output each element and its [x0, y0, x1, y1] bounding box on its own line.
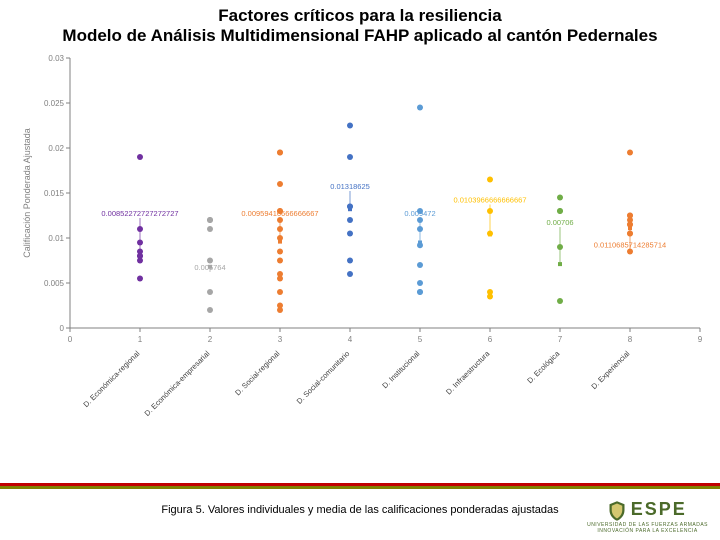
data-point — [347, 154, 353, 160]
espe-logo: ESPE UNIVERSIDAD DE LAS FUERZAS ARMADAS … — [587, 499, 708, 534]
data-point — [137, 258, 143, 264]
data-point — [347, 258, 353, 264]
annotation-label: 0.01318625 — [330, 182, 370, 191]
svg-text:D. Experiencial: D. Experiencial — [589, 349, 631, 391]
svg-text:3: 3 — [278, 335, 283, 344]
annotation-label: 0.006764 — [194, 263, 225, 272]
annotation-label: 0.0103966666666667 — [454, 196, 527, 205]
data-point — [417, 262, 423, 268]
svg-text:0.015: 0.015 — [44, 189, 65, 198]
data-point — [277, 289, 283, 295]
svg-text:6: 6 — [488, 335, 493, 344]
data-point — [277, 271, 283, 277]
data-point — [207, 226, 213, 232]
svg-text:0.02: 0.02 — [48, 144, 64, 153]
svg-text:0.03: 0.03 — [48, 54, 64, 63]
logo-tagline: INNOVACIÓN PARA LA EXCELENCIA — [587, 528, 708, 534]
svg-text:D. Económica-empresarial: D. Económica-empresarial — [143, 349, 212, 418]
data-point — [277, 150, 283, 156]
shield-icon — [608, 500, 626, 522]
svg-text:0: 0 — [68, 335, 73, 344]
data-point — [557, 208, 563, 214]
title-line-1: Factores críticos para la resiliencia — [10, 6, 710, 26]
data-point — [417, 105, 423, 111]
svg-text:D. Institucional: D. Institucional — [380, 349, 421, 390]
svg-text:D. Social-regional: D. Social-regional — [233, 349, 281, 397]
data-point — [207, 307, 213, 313]
data-point — [277, 258, 283, 264]
svg-text:8: 8 — [628, 335, 633, 344]
svg-text:7: 7 — [558, 335, 563, 344]
data-point — [277, 303, 283, 309]
data-point — [487, 177, 493, 183]
annotation-label: 0.00959416666666667 — [241, 209, 318, 218]
svg-text:0: 0 — [60, 324, 65, 333]
data-point — [627, 150, 633, 156]
svg-text:Calificación Ponderada Ajustad: Calificación Ponderada Ajustada — [22, 128, 32, 258]
svg-text:2: 2 — [208, 335, 213, 344]
svg-text:D. Económica-regional: D. Económica-regional — [81, 349, 141, 409]
svg-text:D. Ecológica: D. Ecológica — [525, 348, 562, 385]
footer-bar-olive — [0, 486, 720, 489]
svg-text:0.01: 0.01 — [48, 234, 64, 243]
data-point — [417, 289, 423, 295]
data-point — [207, 217, 213, 223]
svg-text:1: 1 — [138, 335, 143, 344]
svg-text:5: 5 — [418, 335, 423, 344]
annotation-label: 0.00852272727272727 — [101, 209, 178, 218]
data-point — [137, 276, 143, 282]
annotation-label: 0.0110685714285714 — [594, 241, 666, 250]
chart-title: Factores críticos para la resiliencia Mo… — [0, 0, 720, 48]
svg-text:0.025: 0.025 — [44, 99, 65, 108]
data-point — [557, 195, 563, 201]
data-point — [277, 249, 283, 255]
svg-text:4: 4 — [348, 335, 353, 344]
scatter-chart: 0 0.005 0.01 0.015 0.02 0.025 0.03 Calificación… — [10, 48, 710, 448]
data-point — [347, 123, 353, 129]
svg-text:9: 9 — [698, 335, 703, 344]
svg-text:0.005: 0.005 — [44, 279, 65, 288]
annotation-label: 0.009472 — [404, 209, 435, 218]
data-point — [627, 213, 633, 219]
annotation-label: 0.00706 — [546, 218, 573, 227]
data-point — [207, 289, 213, 295]
data-point — [347, 217, 353, 223]
logo-text: ESPE — [631, 499, 687, 520]
footer: Figura 5. Valores individuales y media d… — [0, 480, 720, 540]
data-point — [417, 280, 423, 286]
svg-text:D. Social-comunitario: D. Social-comunitario — [295, 349, 352, 406]
data-point — [347, 271, 353, 277]
data-point — [487, 294, 493, 300]
data-point — [347, 231, 353, 237]
title-line-2: Modelo de Análisis Multidimensional FAHP… — [10, 26, 710, 46]
svg-text:D. Infraestructura: D. Infraestructura — [444, 348, 492, 396]
data-point — [557, 298, 563, 304]
data-point — [137, 154, 143, 160]
data-point — [277, 181, 283, 187]
